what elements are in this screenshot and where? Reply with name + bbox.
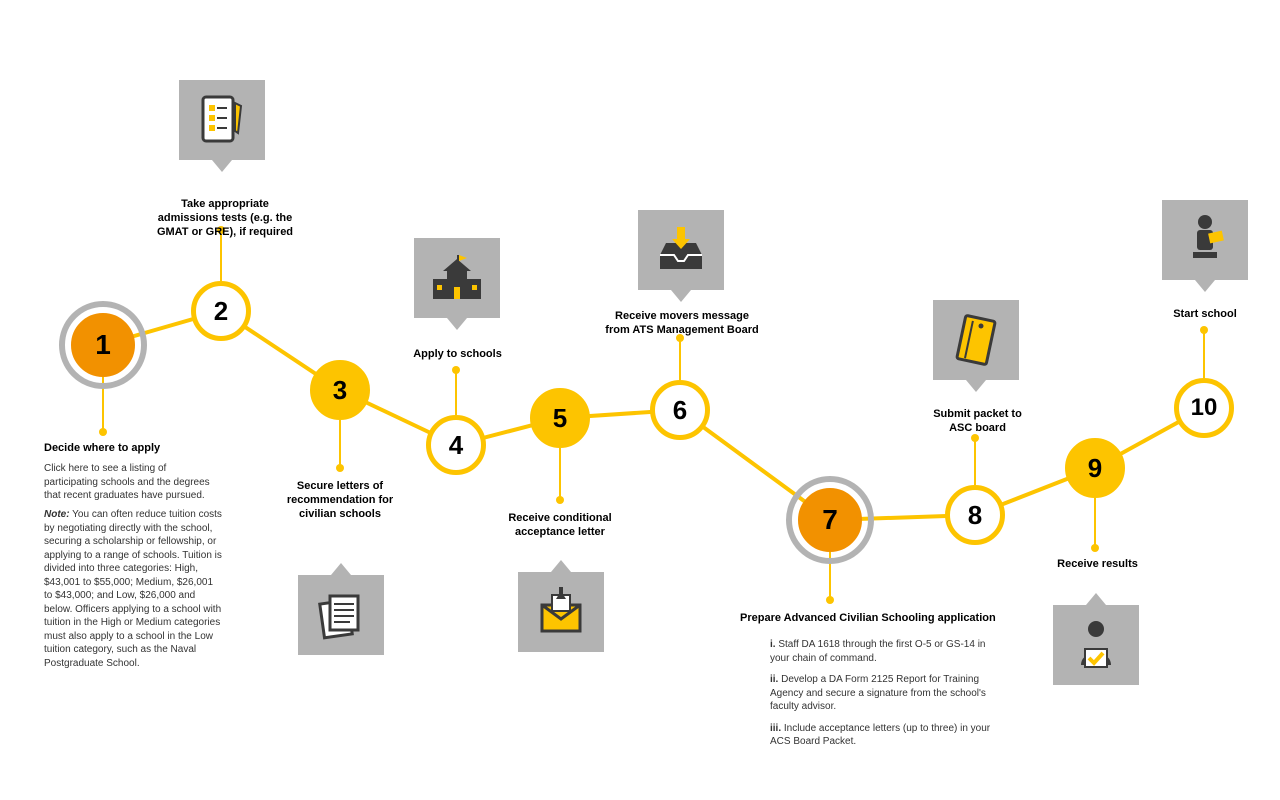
icon-box-step-9: [1053, 605, 1139, 685]
step-node-6: 6: [650, 380, 710, 440]
folder-icon: [951, 312, 1001, 368]
step1-title: Decide where to apply: [44, 442, 204, 456]
step2-label: Take appropriate admissions tests (e.g. …: [150, 198, 300, 239]
step-node-5: 5: [530, 388, 590, 448]
school-icon: [427, 253, 487, 303]
checklist-icon: [197, 93, 247, 147]
step-node-8: 8: [945, 485, 1005, 545]
step-node-4: 4: [426, 415, 486, 475]
icon-box-step-10: [1162, 200, 1248, 280]
step7-title: Prepare Advanced Civilian Schooling appl…: [740, 612, 1000, 626]
step-node-1: 1: [71, 313, 135, 377]
documents-icon: [314, 588, 368, 642]
step1-note: Note: You can often reduce tuition costs…: [44, 508, 224, 670]
step5-label: Receive conditional acceptance letter: [500, 512, 620, 540]
student-icon: [1179, 212, 1231, 268]
person-check-icon: [1069, 617, 1123, 673]
icon-box-step-3: [298, 575, 384, 655]
step10-label: Start school: [1160, 308, 1250, 322]
step-node-10: 10: [1174, 378, 1234, 438]
step4-label: Apply to schools: [410, 348, 505, 362]
icon-box-step-5: [518, 572, 604, 652]
icon-box-step-4: [414, 238, 500, 318]
icon-box-step-2: [179, 80, 265, 160]
step3-label: Secure letters of recommendation for civ…: [280, 480, 400, 521]
step-node-2: 2: [191, 281, 251, 341]
step6-label: Receive movers message from ATS Manageme…: [602, 310, 762, 338]
step1-body: Click here to see a listing of participa…: [44, 462, 214, 503]
step7-list: i. Staff DA 1618 through the first O-5 o…: [770, 638, 1000, 749]
icon-box-step-6: [638, 210, 724, 290]
step-node-7: 7: [798, 488, 862, 552]
step9-label: Receive results: [1050, 558, 1145, 572]
inbox-icon: [652, 225, 710, 275]
envelope-icon: [534, 587, 588, 637]
step-node-3: 3: [310, 360, 370, 420]
icon-box-step-8: [933, 300, 1019, 380]
step-node-9: 9: [1065, 438, 1125, 498]
step8-label: Submit packet to ASC board: [930, 408, 1025, 436]
